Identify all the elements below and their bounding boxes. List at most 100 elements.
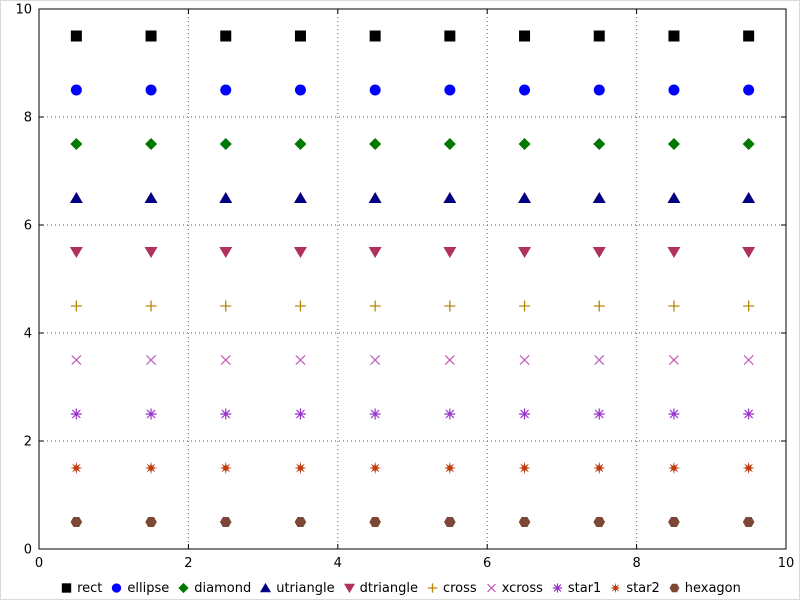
legend-item-diamond: diamond xyxy=(176,581,251,596)
legend-swatch-ellipse-icon xyxy=(112,583,122,593)
marker-hexagon-icon xyxy=(294,516,307,528)
x-tick-label: 10 xyxy=(778,556,795,571)
marker-cross-icon xyxy=(220,300,232,312)
marker-cross-icon xyxy=(743,300,755,312)
legend-label: dtriangle xyxy=(359,580,418,596)
gridlines xyxy=(39,9,786,549)
legend-swatch-hexagon-icon xyxy=(669,583,680,593)
marker-star2-icon xyxy=(144,461,158,475)
marker-diamond-icon xyxy=(178,582,189,594)
marker-ellipse-icon xyxy=(369,84,381,96)
marker-xcross-icon xyxy=(743,354,754,366)
marker-ellipse-icon xyxy=(743,84,755,96)
marker-ellipse-icon xyxy=(519,84,531,96)
marker-ellipse-icon xyxy=(70,84,82,96)
legend-label: cross xyxy=(442,580,477,596)
y-tick-label: 2 xyxy=(24,435,32,450)
marker-rect-icon xyxy=(444,30,456,42)
marker-ellipse-icon xyxy=(668,84,680,96)
plot-frame xyxy=(38,8,787,550)
legend-swatch-star1-icon xyxy=(552,583,563,593)
marker-ellipse-icon xyxy=(444,84,456,96)
marker-rect-icon xyxy=(519,30,531,42)
marker-xcross-icon xyxy=(220,354,231,366)
marker-star1-icon xyxy=(444,408,456,420)
marker-hexagon-icon xyxy=(742,516,755,528)
marker-diamond-icon xyxy=(742,138,755,150)
marker-xcross-icon xyxy=(370,354,381,366)
marker-diamond-icon xyxy=(518,138,531,150)
series-rect xyxy=(70,30,755,42)
legend-item-xcross: xcross xyxy=(484,581,543,596)
marker-utriangle-icon xyxy=(592,192,606,203)
marker-star2-icon xyxy=(443,461,457,475)
marker-star1-icon xyxy=(519,408,531,420)
marker-rect-icon xyxy=(61,583,72,593)
marker-dtriangle-icon xyxy=(742,247,756,258)
marker-rect-icon xyxy=(294,30,306,42)
marker-diamond-icon xyxy=(443,138,456,150)
marker-dtriangle-icon xyxy=(69,247,83,258)
legend-swatch-cross-icon xyxy=(427,583,438,593)
marker-rect-icon xyxy=(668,30,680,42)
marker-dtriangle-icon xyxy=(293,247,307,258)
series-xcross xyxy=(71,354,754,366)
marker-dtriangle-icon xyxy=(219,247,233,258)
marker-utriangle-icon xyxy=(144,192,158,203)
legend-swatch-utriangle-icon xyxy=(260,582,272,593)
series-cross xyxy=(70,300,755,312)
legend-item-star2: star2 xyxy=(608,581,660,596)
marker-cross-icon xyxy=(427,583,438,593)
marker-hexagon-icon xyxy=(518,516,531,528)
marker-star2-icon xyxy=(368,461,382,475)
marker-xcross-icon xyxy=(594,354,605,366)
legend-item-utriangle: utriangle xyxy=(258,581,335,596)
x-tick-label: 4 xyxy=(334,556,342,571)
marker-utriangle-icon xyxy=(742,192,756,203)
marker-hexagon-icon xyxy=(668,516,680,528)
legend-swatch-xcross-icon xyxy=(486,583,496,593)
legend-swatch-dtriangle-icon xyxy=(343,583,355,594)
marker-xcross-icon xyxy=(71,354,82,366)
legend-label: hexagon xyxy=(684,580,741,596)
legend-swatch-rect-icon xyxy=(61,583,72,593)
marker-utriangle-icon xyxy=(293,192,307,203)
x-tick-label: 0 xyxy=(35,556,43,571)
marker-utriangle-icon xyxy=(667,192,681,203)
x-tick-label: 2 xyxy=(184,556,192,571)
x-tick-label: 8 xyxy=(632,556,640,571)
legend-item-cross: cross xyxy=(425,581,477,596)
marker-utriangle-icon xyxy=(69,192,83,203)
marker-star2-icon xyxy=(518,461,531,475)
marker-diamond-icon xyxy=(70,138,83,150)
plot-area: 0 2 4 6 8 10 0 2 4 6 8 10 xyxy=(1,1,799,580)
y-tick-label: 0 xyxy=(24,543,32,558)
marker-diamond-icon xyxy=(219,138,232,150)
series-utriangle xyxy=(69,192,756,203)
marker-xcross-icon xyxy=(519,354,530,366)
series-star2 xyxy=(70,461,755,475)
marker-rect-icon xyxy=(369,30,381,42)
marker-xcross-icon xyxy=(145,354,157,366)
y-tick-label: 10 xyxy=(15,3,32,18)
legend-swatch-diamond-icon xyxy=(178,582,189,594)
marker-star2-icon xyxy=(610,582,622,594)
marker-hexagon-icon xyxy=(593,516,606,528)
marker-diamond-icon xyxy=(593,138,606,150)
axis-ticks xyxy=(38,8,787,550)
marker-star1-icon xyxy=(145,408,157,420)
marker-star1-icon xyxy=(294,408,306,420)
series-ellipse xyxy=(70,84,755,96)
marker-cross-icon xyxy=(668,300,680,312)
marker-star1-icon xyxy=(743,408,755,420)
marker-star1-icon xyxy=(552,583,563,593)
legend-swatch-star2-icon xyxy=(610,582,622,594)
legend-label: rect xyxy=(77,580,103,596)
chart-svg: 0 2 4 6 8 10 0 2 4 6 8 10 xyxy=(15,3,795,572)
marker-cross-icon xyxy=(593,300,605,312)
marker-dtriangle-icon xyxy=(667,247,681,258)
marker-rect-icon xyxy=(743,30,755,42)
marker-xcross-icon xyxy=(444,354,455,366)
marker-utriangle-icon xyxy=(443,192,457,203)
